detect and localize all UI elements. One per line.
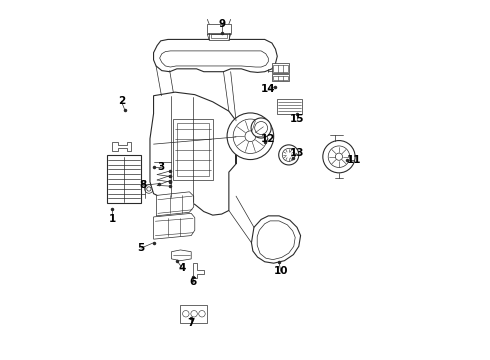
Polygon shape <box>257 221 295 260</box>
Text: 9: 9 <box>218 19 225 29</box>
Bar <box>173 119 213 180</box>
Text: 12: 12 <box>261 134 275 144</box>
Ellipse shape <box>323 140 355 173</box>
Bar <box>273 65 288 72</box>
Text: 11: 11 <box>347 155 362 165</box>
Polygon shape <box>160 51 269 67</box>
Ellipse shape <box>145 185 153 193</box>
Ellipse shape <box>191 311 197 317</box>
Bar <box>273 76 288 80</box>
Bar <box>180 305 207 323</box>
Ellipse shape <box>227 113 274 159</box>
Ellipse shape <box>245 131 256 141</box>
Text: 2: 2 <box>118 96 125 106</box>
Ellipse shape <box>183 311 189 317</box>
Bar <box>107 155 141 203</box>
Bar <box>177 123 209 176</box>
Text: 10: 10 <box>273 266 288 276</box>
Bar <box>211 34 227 39</box>
Bar <box>272 63 289 73</box>
Text: 5: 5 <box>137 243 145 253</box>
Ellipse shape <box>199 311 205 317</box>
Text: 15: 15 <box>290 114 304 124</box>
Polygon shape <box>156 192 194 216</box>
Text: 1: 1 <box>109 215 116 224</box>
Text: 13: 13 <box>290 148 304 158</box>
Polygon shape <box>112 142 131 151</box>
Bar <box>209 32 229 40</box>
Text: 14: 14 <box>261 84 275 94</box>
Bar <box>272 74 289 81</box>
Text: 6: 6 <box>189 277 196 287</box>
Ellipse shape <box>282 148 295 161</box>
Ellipse shape <box>251 118 271 138</box>
Ellipse shape <box>335 153 343 160</box>
Text: 4: 4 <box>178 263 186 273</box>
Text: 8: 8 <box>139 180 147 190</box>
Bar <box>276 99 302 114</box>
Bar <box>207 24 231 33</box>
Polygon shape <box>150 92 236 215</box>
Polygon shape <box>153 213 195 239</box>
Ellipse shape <box>255 122 268 134</box>
Text: 3: 3 <box>157 162 164 172</box>
Ellipse shape <box>328 146 350 167</box>
Ellipse shape <box>279 145 299 165</box>
Polygon shape <box>251 216 300 263</box>
Polygon shape <box>193 263 204 278</box>
Polygon shape <box>153 40 277 72</box>
Ellipse shape <box>147 187 151 191</box>
Polygon shape <box>172 250 191 261</box>
Polygon shape <box>236 121 267 164</box>
Ellipse shape <box>233 119 268 153</box>
Text: 7: 7 <box>188 319 195 328</box>
